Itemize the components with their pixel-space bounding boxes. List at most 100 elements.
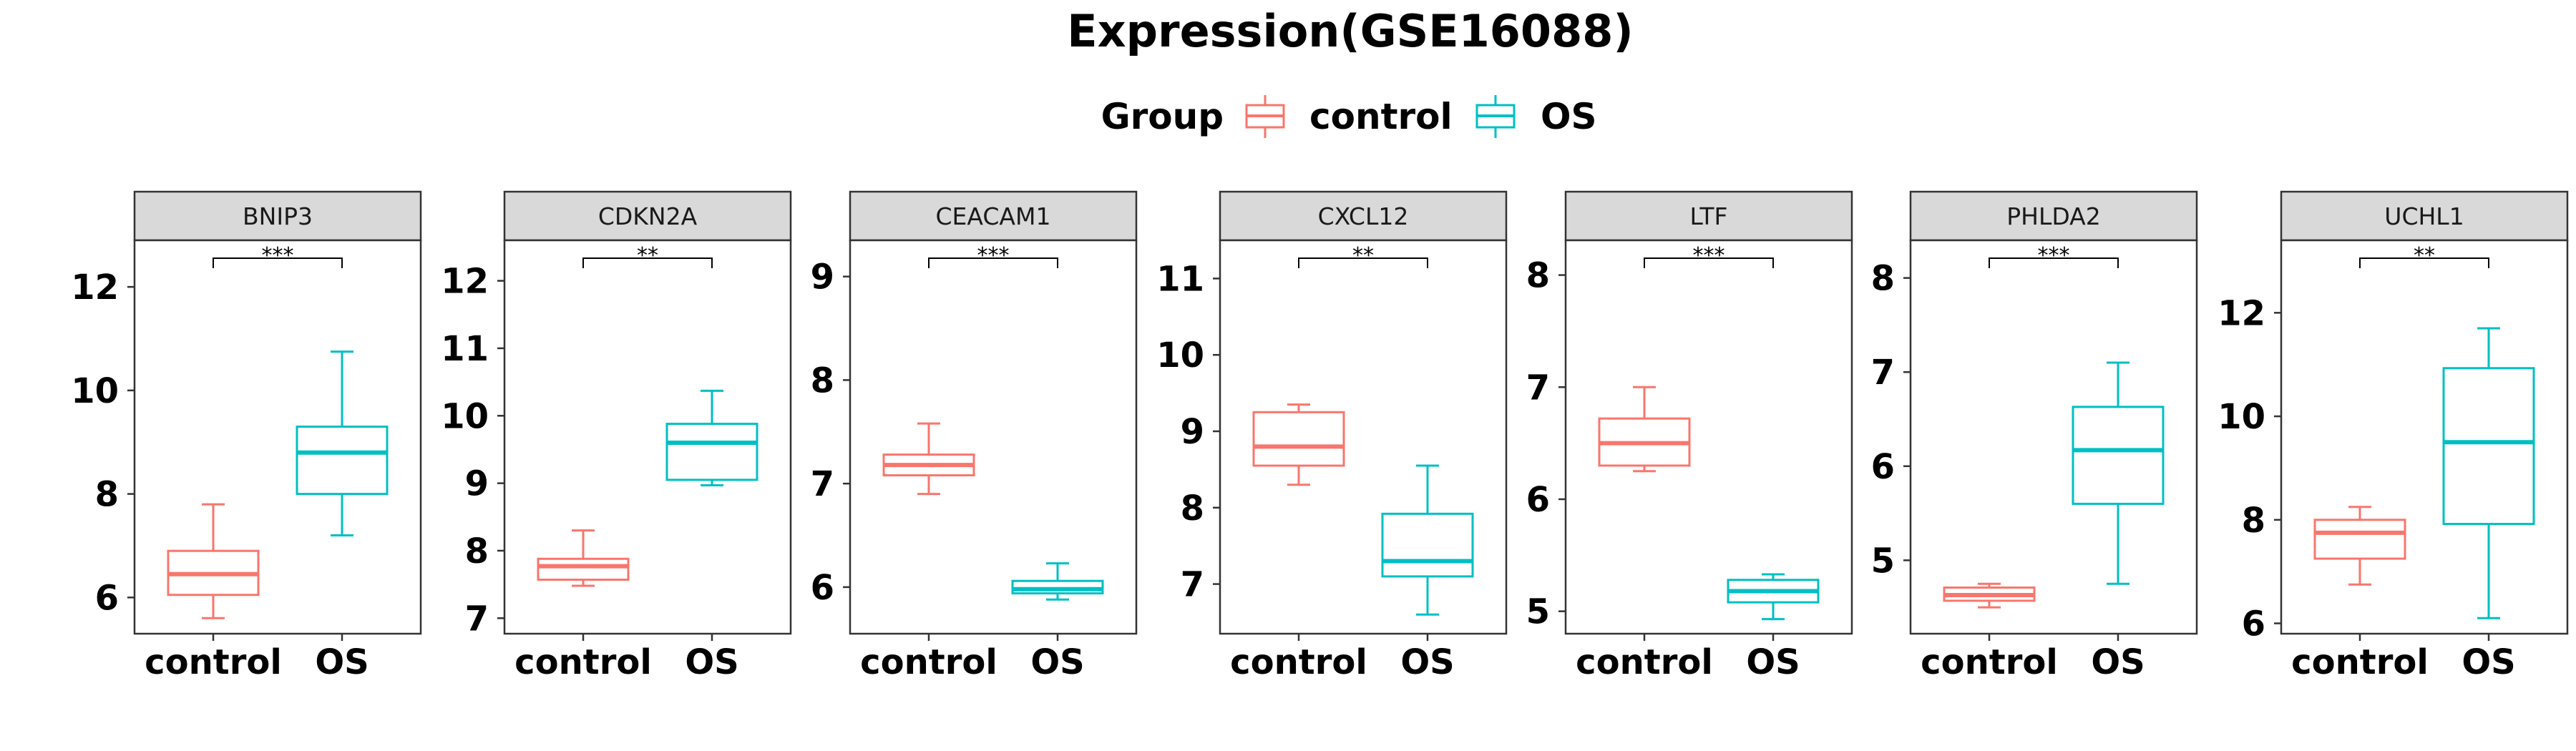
significance-label: *** <box>1693 243 1725 268</box>
significance-label: ** <box>1352 243 1374 268</box>
facet-strip-label: CDKN2A <box>598 202 698 230</box>
y-tick-label: 8 <box>2242 501 2265 541</box>
x-tick-label: OS <box>2462 642 2515 682</box>
y-tick-label: 10 <box>441 396 489 436</box>
box-iqr <box>1252 411 1345 467</box>
panel-CXCL12: CXCL12 7 8 9 10 11 control OS ** <box>1156 190 1508 682</box>
facet-strip <box>133 190 422 242</box>
y-tick-label: 10 <box>71 371 119 411</box>
x-tick-label: control <box>1921 642 2058 682</box>
x-tick-label: control <box>1230 642 1367 682</box>
box-control <box>882 422 975 496</box>
significance-bracket <box>2359 257 2489 268</box>
y-tick-label: 9 <box>811 257 834 298</box>
significance-label: ** <box>2414 243 2435 268</box>
box-iqr <box>296 426 389 496</box>
box-OS <box>1727 573 1820 621</box>
facet-strip <box>2280 190 2569 242</box>
facet-strip-label: CXCL12 <box>1318 202 1409 230</box>
box-iqr <box>537 557 630 581</box>
significance-label: *** <box>977 243 1010 268</box>
y-tick-label: 8 <box>1526 256 1550 296</box>
y-tick-label: 12 <box>2218 293 2265 333</box>
panel-CDKN2A: CDKN2A 7 8 9 10 11 12 control OS ** <box>441 190 792 682</box>
facet-strip <box>503 190 792 242</box>
box-iqr <box>2313 519 2406 560</box>
x-tick-label: OS <box>2091 642 2145 682</box>
facet-strip-label: LTF <box>1690 202 1728 230</box>
legend-label: control <box>1309 96 1453 137</box>
legend-label: OS <box>1541 96 1597 137</box>
facet-strip-label: BNIP3 <box>243 202 313 230</box>
y-tick-label: 8 <box>95 475 119 515</box>
y-tick-label: 8 <box>1181 489 1204 529</box>
y-tick-label: 9 <box>465 464 489 504</box>
significance-label: ** <box>637 243 658 268</box>
box-iqr <box>665 423 758 481</box>
legend-entries: control OS <box>1245 95 1597 138</box>
significance-bracket <box>1644 257 1774 268</box>
y-tick-label: 7 <box>1526 368 1550 408</box>
box-control <box>1598 386 1691 473</box>
x-tick-label: OS <box>685 642 738 682</box>
y-tick-label: 6 <box>811 568 834 608</box>
x-tick-label: OS <box>315 642 369 682</box>
chart-title: Expression(GSE16088) <box>1067 5 1633 57</box>
box-OS <box>1381 464 1474 616</box>
box-control <box>537 529 630 587</box>
y-tick-label: 12 <box>441 262 489 302</box>
y-tick-label: 10 <box>1156 335 1204 376</box>
y-tick-label: 8 <box>1871 259 1895 299</box>
x-tick-label: control <box>145 642 282 682</box>
significance-bracket <box>1989 257 2119 268</box>
legend-key-control <box>1245 95 1285 138</box>
panel-BNIP3: BNIP3 6 8 10 12 control OS *** <box>71 190 422 682</box>
box-control <box>1943 582 2036 609</box>
x-tick-label: control <box>860 642 997 682</box>
facet-strip-label: PHLDA2 <box>2006 202 2101 230</box>
y-tick-label: 5 <box>1526 592 1550 632</box>
box-OS <box>2072 361 2165 585</box>
y-tick-label: 7 <box>811 464 834 504</box>
box-iqr <box>2072 406 2165 505</box>
y-tick-label: 6 <box>1526 480 1550 520</box>
panel-LTF: LTF 5 6 7 8 control OS *** <box>1526 190 1853 682</box>
legend-key-OS <box>1475 95 1516 138</box>
legend-title: Group <box>1101 96 1224 137</box>
legend: Group control OS <box>1101 95 1597 138</box>
significance-bracket <box>1298 257 1428 268</box>
box-OS <box>2442 327 2535 619</box>
y-tick-label: 7 <box>465 599 489 639</box>
plot-panel <box>849 239 1138 635</box>
panel-PHLDA2: PHLDA2 5 6 7 8 control OS *** <box>1871 190 2198 682</box>
y-tick-label: 9 <box>1181 412 1204 452</box>
y-tick-label: 12 <box>71 267 119 308</box>
facet-panels: BNIP3 6 8 10 12 control OS *** CDKN2A 7 8 9 10 11 12 co… <box>71 190 2569 682</box>
y-tick-label: 8 <box>811 360 834 401</box>
x-tick-label: OS <box>1400 642 1454 682</box>
x-tick-label: OS <box>1030 642 1084 682</box>
x-tick-label: OS <box>1746 642 1800 682</box>
y-tick-label: 6 <box>2242 604 2265 644</box>
box-OS <box>665 389 758 486</box>
x-tick-label: control <box>2291 642 2429 682</box>
box-iqr <box>2442 367 2535 526</box>
box-control <box>167 503 260 619</box>
x-tick-label: control <box>514 642 652 682</box>
facet-strip-label: CEACAM1 <box>936 202 1051 230</box>
y-tick-label: 11 <box>1156 259 1204 299</box>
panel-UCHL1: UCHL1 6 8 10 12 control OS ** <box>2218 190 2569 682</box>
significance-bracket <box>928 257 1058 268</box>
y-tick-label: 11 <box>441 329 489 369</box>
facet-strip <box>1219 190 1508 242</box>
significance-bracket <box>213 257 343 268</box>
significance-bracket <box>582 257 713 268</box>
significance-label: *** <box>262 243 294 268</box>
x-tick-label: control <box>1576 642 1713 682</box>
y-tick-label: 5 <box>1871 541 1895 581</box>
facet-strip-label: UCHL1 <box>2384 202 2464 230</box>
y-tick-label: 7 <box>1181 565 1204 605</box>
box-control <box>2313 506 2406 586</box>
box-OS <box>296 350 389 536</box>
